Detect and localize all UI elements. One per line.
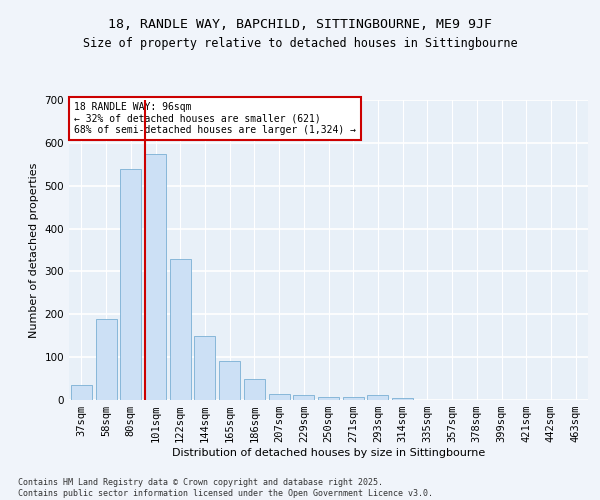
Text: 18, RANDLE WAY, BAPCHILD, SITTINGBOURNE, ME9 9JF: 18, RANDLE WAY, BAPCHILD, SITTINGBOURNE,… xyxy=(108,18,492,30)
Bar xyxy=(367,395,388,400)
X-axis label: Distribution of detached houses by size in Sittingbourne: Distribution of detached houses by size … xyxy=(172,448,485,458)
Text: Contains HM Land Registry data © Crown copyright and database right 2025.
Contai: Contains HM Land Registry data © Crown c… xyxy=(18,478,433,498)
Bar xyxy=(145,154,166,400)
Bar xyxy=(293,395,314,400)
Bar xyxy=(71,385,92,400)
Bar xyxy=(318,396,339,400)
Bar xyxy=(244,378,265,400)
Bar xyxy=(219,362,240,400)
Bar xyxy=(392,398,413,400)
Bar xyxy=(120,168,141,400)
Text: Size of property relative to detached houses in Sittingbourne: Size of property relative to detached ho… xyxy=(83,38,517,51)
Bar xyxy=(343,396,364,400)
Text: 18 RANDLE WAY: 96sqm
← 32% of detached houses are smaller (621)
68% of semi-deta: 18 RANDLE WAY: 96sqm ← 32% of detached h… xyxy=(74,102,356,134)
Bar xyxy=(269,394,290,400)
Y-axis label: Number of detached properties: Number of detached properties xyxy=(29,162,39,338)
Bar xyxy=(170,258,191,400)
Bar xyxy=(95,318,116,400)
Bar xyxy=(194,336,215,400)
